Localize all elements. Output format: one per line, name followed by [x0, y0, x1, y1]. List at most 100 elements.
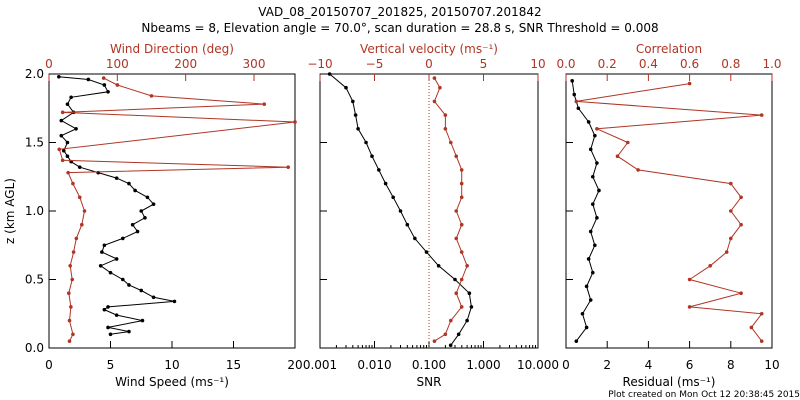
data-point: [351, 99, 355, 104]
data-point: [344, 85, 348, 90]
data-point: [69, 95, 73, 100]
top-axis-label: Wind Direction (deg): [110, 42, 234, 56]
bottom-axis-label: SNR: [417, 375, 442, 389]
series-snr: [327, 72, 474, 348]
data-point: [595, 216, 599, 220]
data-point: [708, 264, 712, 268]
data-point: [590, 202, 595, 206]
bottom-tick-label: 10: [164, 358, 179, 372]
data-point: [59, 133, 64, 138]
left-tick-label: 0.5: [25, 273, 44, 287]
data-point: [586, 257, 591, 261]
data-point: [67, 339, 72, 343]
data-point: [459, 277, 464, 282]
data-point: [590, 270, 595, 275]
bottom-tick-label: 20: [287, 358, 302, 372]
data-point: [127, 283, 131, 287]
data-point: [626, 140, 630, 145]
bottom-tick-label: 0: [562, 358, 570, 372]
data-point: [615, 154, 620, 158]
top-tick-label: 5: [480, 57, 488, 71]
bottom-tick-label: 5: [107, 358, 115, 372]
top-axis-label: Vertical velocity (ms⁻¹): [360, 42, 498, 56]
data-point: [293, 120, 297, 124]
panel-3: 0 2 4 6 8 10 Residual (ms⁻¹) 0.0 0.2 0.4 0.6 0.8 1.0…: [556, 42, 781, 389]
data-point: [443, 127, 448, 131]
data-point: [459, 305, 464, 309]
data-point: [570, 79, 574, 83]
data-point: [465, 318, 469, 323]
data-point: [636, 168, 640, 172]
data-point: [106, 305, 110, 309]
left-tick-label: 0.0: [25, 341, 44, 355]
bottom-tick-label: 10.000: [517, 358, 559, 372]
data-point: [453, 277, 457, 282]
data-point: [398, 209, 403, 213]
top-tick-label: 0.2: [598, 57, 617, 71]
series-line: [576, 83, 763, 342]
data-point: [77, 195, 82, 200]
data-point: [74, 236, 79, 241]
data-point: [370, 154, 374, 158]
data-point: [80, 222, 84, 227]
data-point: [588, 229, 593, 234]
data-point: [74, 127, 78, 131]
left-axis-label: z (km AGL): [3, 178, 17, 244]
data-point: [140, 318, 145, 323]
series-line: [571, 80, 600, 342]
data-point: [143, 216, 147, 220]
data-point: [593, 243, 597, 248]
data-point: [60, 158, 65, 163]
data-point: [353, 113, 358, 117]
data-point: [443, 332, 448, 337]
data-point: [459, 195, 464, 200]
plot-frame: [565, 73, 773, 349]
data-point: [82, 209, 87, 213]
bottom-tick-label: 0.100: [412, 358, 446, 372]
top-tick-label: 0.4: [639, 57, 658, 71]
data-point: [572, 92, 577, 97]
bottom-tick-label: 0: [45, 358, 53, 372]
data-point: [405, 222, 410, 227]
data-point: [459, 181, 464, 186]
data-point: [584, 284, 589, 289]
data-point: [114, 257, 119, 261]
data-point: [57, 147, 62, 152]
series-line: [58, 77, 296, 342]
data-point: [108, 270, 113, 275]
data-point: [438, 85, 442, 90]
bottom-tick-label: 1.000: [466, 358, 500, 372]
data-point: [574, 339, 579, 343]
data-point: [106, 90, 110, 94]
title-line-2: Nbeams = 8, Elevation angle = 70.0°, sca…: [141, 21, 658, 35]
data-point: [151, 295, 156, 300]
data-point: [454, 291, 459, 296]
series-residual: [570, 79, 601, 343]
data-point: [588, 298, 593, 302]
series-wind-direction: [57, 76, 297, 343]
data-point: [114, 313, 119, 317]
data-point: [586, 120, 591, 124]
plot-footer: Plot created on Mon Oct 12 20:38:45 2015: [608, 390, 800, 400]
data-point: [127, 181, 131, 186]
data-point: [60, 110, 65, 115]
data-point: [467, 291, 472, 296]
data-point: [127, 329, 131, 334]
data-point: [749, 325, 754, 330]
bottom-tick-label: 2: [603, 358, 611, 372]
data-point: [102, 83, 107, 87]
data-point: [286, 165, 290, 169]
bottom-axis-label: Residual (ms⁻¹): [623, 375, 716, 389]
data-point: [459, 250, 464, 254]
data-point: [106, 325, 110, 330]
top-tick-label: 0: [425, 57, 433, 71]
top-tick-label: 0.8: [721, 57, 740, 71]
data-point: [759, 339, 764, 343]
data-point: [413, 236, 417, 241]
data-point: [432, 99, 437, 104]
top-tick-label: −5: [366, 57, 384, 71]
data-point: [145, 195, 150, 200]
data-point: [102, 307, 107, 312]
data-point: [465, 264, 469, 268]
